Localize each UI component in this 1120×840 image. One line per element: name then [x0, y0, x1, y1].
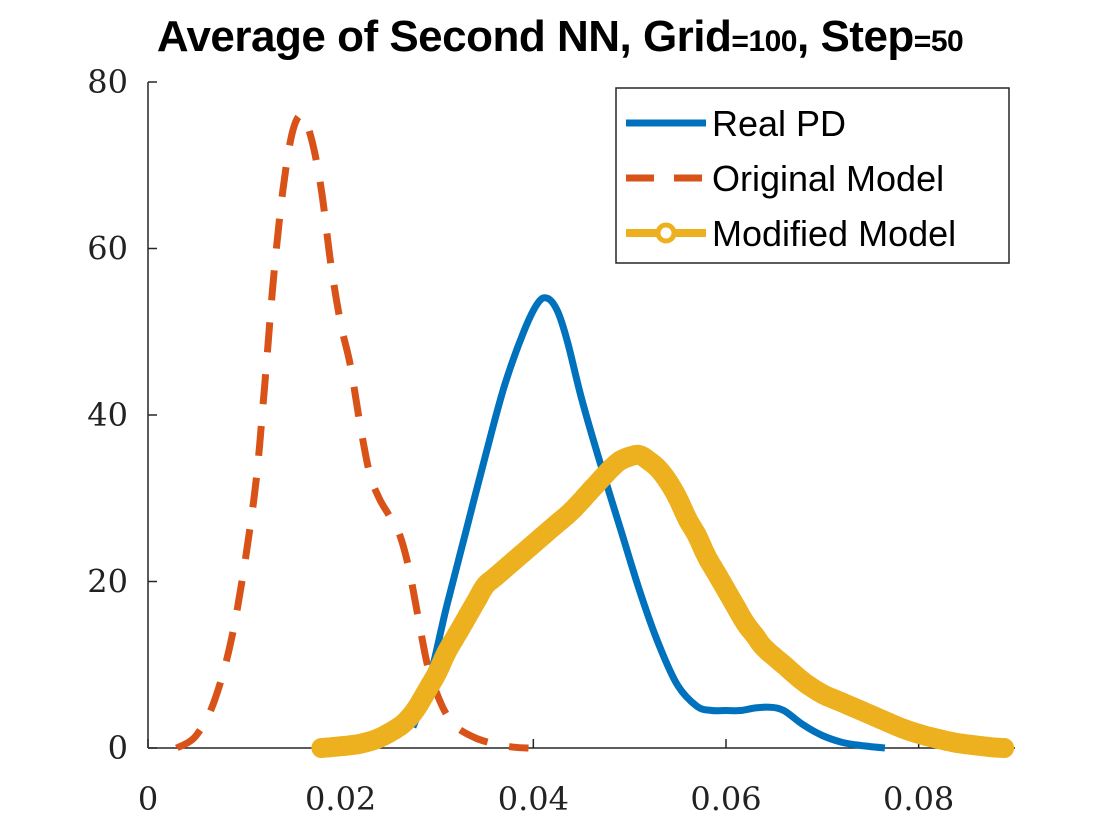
y-tick-label: 0: [108, 729, 128, 767]
x-tick-label: 0.08: [883, 780, 954, 818]
series-marker: [994, 738, 1015, 758]
series-line-real-pd: [409, 294, 886, 752]
y-tick-label: 20: [87, 563, 128, 601]
y-tick-label: 80: [87, 63, 128, 101]
series-layer: [174, 111, 1015, 758]
legend: Real PD Original Model Modified Model: [615, 87, 1010, 264]
y-tick-label: 40: [87, 396, 128, 434]
legend-marker-modified-model: [655, 222, 677, 244]
title-grid-value: =100: [731, 25, 797, 58]
x-tick-label: 0.04: [498, 780, 569, 818]
title-step-value: =50: [913, 25, 964, 58]
x-tick-label: 0.02: [305, 780, 376, 818]
chart-title: Average of Second NN, Grid=100, Step=50: [0, 12, 1120, 62]
legend-label-real-pd: Real PD: [712, 103, 846, 144]
title-middle: , Step: [797, 12, 914, 61]
y-tick-label: 60: [87, 230, 128, 268]
legend-label-modified-model: Modified Model: [712, 213, 956, 254]
title-prefix: Average of Second NN, Grid: [156, 12, 732, 61]
series-line-original-model: [174, 111, 529, 752]
series-markers-modified-model: [311, 444, 1015, 758]
x-tick-label: 0.06: [690, 780, 761, 818]
legend-label-original-model: Original Model: [712, 158, 944, 199]
x-tick-label: 0: [138, 780, 158, 818]
